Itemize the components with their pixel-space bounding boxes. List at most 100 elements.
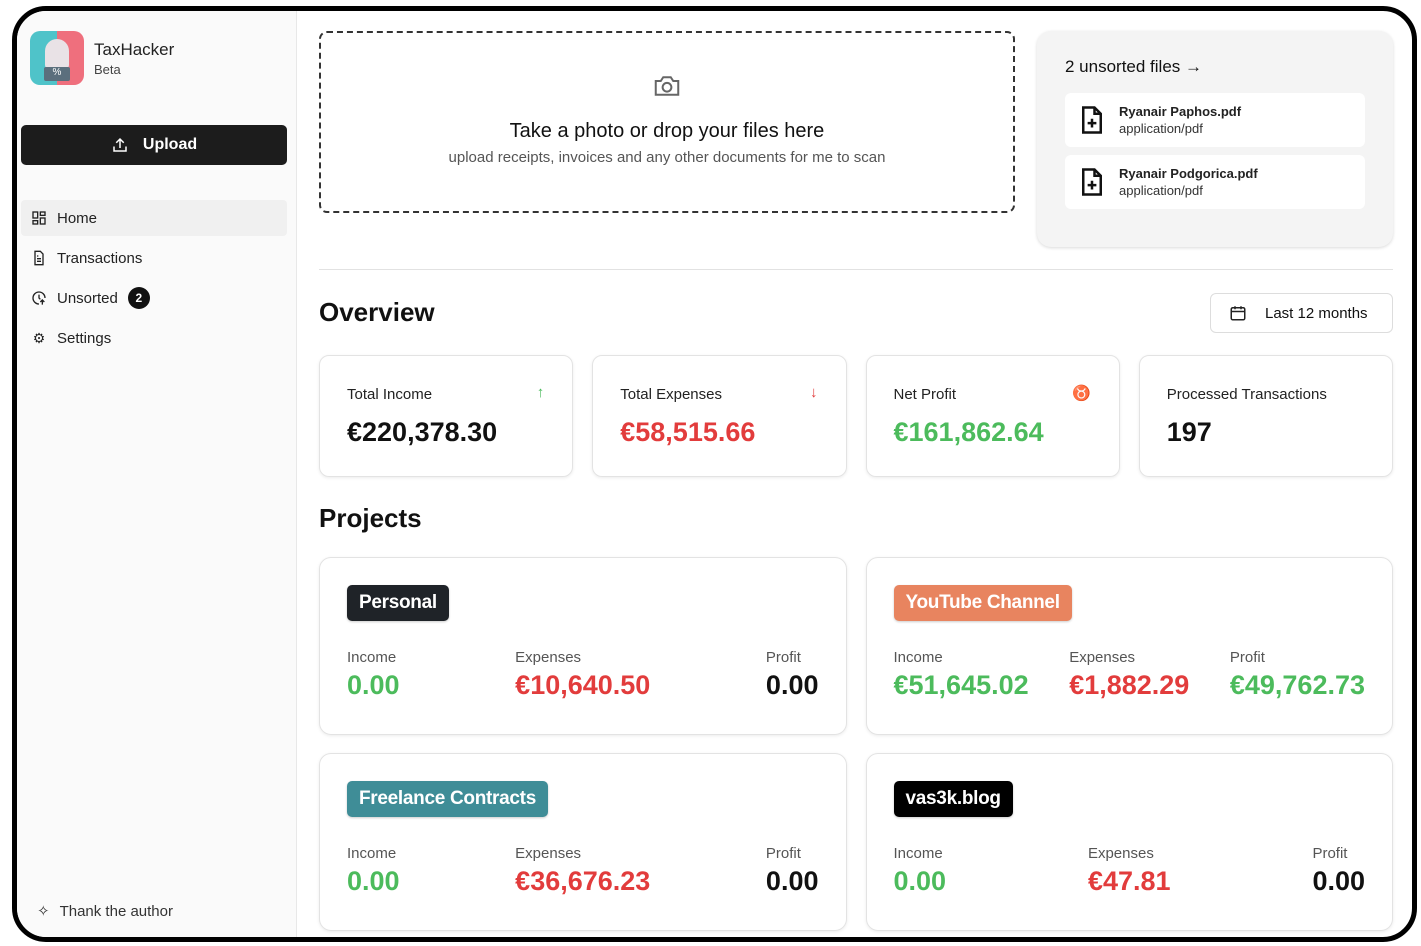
stat-label: Net Profit	[893, 386, 957, 403]
stat-label: Total Expenses	[620, 386, 722, 403]
sidebar-item-label: Home	[57, 209, 98, 227]
expenses-value: €47.81	[1087, 866, 1171, 896]
overview-title: Overview	[319, 297, 435, 327]
stat-label: Total Income	[347, 386, 433, 403]
project-card[interactable]: Freelance Contracts Income 0.00 Expenses €…	[319, 753, 847, 931]
file-name: Ryanair Podgorica.pdf	[1119, 166, 1258, 181]
profit-value: 0.00	[1312, 866, 1365, 896]
project-badge[interactable]: Personal	[347, 585, 449, 621]
project-profit: Profit 0.00	[1312, 845, 1365, 897]
project-profit: Profit 0.00	[766, 845, 819, 897]
project-expenses: Expenses €47.81	[1088, 845, 1171, 897]
stat-value: 197	[1166, 417, 1212, 447]
app-window: TaxHacker Beta Upload Home Transactions …	[12, 6, 1417, 942]
profit-label: Profit	[765, 649, 801, 666]
file-type: application/pdf	[1119, 121, 1203, 136]
piggy-bank-icon: ♉	[1072, 385, 1091, 402]
stat-value: €220,378.30	[347, 417, 498, 447]
project-expenses: Expenses €1,882.29	[1069, 649, 1189, 701]
sparkles-icon: ✧	[37, 903, 50, 920]
divider	[319, 269, 1393, 270]
file-name: Ryanair Paphos.pdf	[1119, 104, 1242, 119]
sidebar-item-settings[interactable]: ⚙ Settings	[21, 320, 287, 356]
expenses-label: Expenses	[1069, 649, 1136, 666]
upload-icon	[113, 137, 127, 152]
main-content: Take a photo or drop your files here upl…	[297, 11, 1412, 937]
unsorted-file[interactable]: Ryanair Paphos.pdf application/pdf	[1065, 93, 1365, 147]
profit-label: Profit	[1229, 649, 1265, 666]
profit-label: Profit	[765, 845, 801, 862]
expenses-value: €10,640.50	[515, 670, 651, 700]
sidebar-nav: Home Transactions Unsorted 2 ⚙ Settings	[21, 200, 287, 360]
project-card[interactable]: YouTube Channel Income €51,645.02 Expense…	[865, 557, 1393, 735]
sidebar-item-unsorted[interactable]: Unsorted 2	[21, 280, 287, 316]
project-expenses: Expenses €36,676.23	[515, 845, 650, 897]
stat-processed-transactions: Processed Transactions 197	[1138, 355, 1393, 477]
logo-image	[30, 31, 84, 85]
income-value: 0.00	[347, 670, 400, 700]
unsorted-file[interactable]: Ryanair Podgorica.pdf application/pdf	[1065, 155, 1365, 209]
arrow-up-icon: ↑	[536, 384, 545, 401]
project-badge[interactable]: YouTube Channel	[893, 585, 1072, 621]
income-value: 0.00	[893, 866, 947, 896]
app-subtitle: Beta	[94, 61, 121, 77]
project-income: Income 0.00	[347, 845, 400, 897]
unsorted-files-link[interactable]: 2 unsorted files →	[1065, 57, 1203, 76]
file-plus-icon	[1082, 106, 1102, 134]
thank-author-label: Thank the author	[59, 902, 173, 920]
file-text-icon	[34, 250, 44, 266]
stat-value: €58,515.66	[620, 417, 756, 447]
thank-author-link[interactable]: ✧ Thank the author	[37, 902, 173, 921]
project-expenses: Expenses €10,640.50	[515, 649, 650, 701]
project-card[interactable]: Personal Income 0.00 Expenses €10,640.50 P…	[319, 557, 847, 735]
income-label: Income	[893, 649, 943, 666]
stat-net-profit: Net Profit ♉ €161,862.64	[865, 355, 1120, 477]
profit-value: 0.00	[765, 866, 819, 896]
dropzone-subtitle: upload receipts, invoices and any other …	[448, 149, 886, 166]
expenses-label: Expenses	[515, 845, 582, 862]
file-dropzone[interactable]: Take a photo or drop your files here upl…	[319, 31, 1015, 213]
sidebar-item-transactions[interactable]: Transactions	[21, 240, 287, 276]
camera-icon	[654, 76, 680, 96]
income-label: Income	[347, 649, 397, 666]
sidebar: TaxHacker Beta Upload Home Transactions …	[17, 11, 297, 937]
sidebar-item-home[interactable]: Home	[21, 200, 287, 236]
clock-upload-icon	[32, 291, 46, 305]
sidebar-item-label: Settings	[57, 329, 112, 347]
project-badge[interactable]: vas3k.blog	[893, 781, 1013, 817]
income-value: 0.00	[347, 866, 400, 896]
project-card[interactable]: vas3k.blog Income 0.00 Expenses €47.81 Pro…	[865, 753, 1393, 931]
project-income: Income €51,645.02	[894, 649, 1029, 701]
gear-icon: ⚙	[32, 329, 46, 346]
date-range-picker[interactable]: Last 12 months	[1210, 293, 1393, 333]
unsorted-count-badge: 2	[127, 287, 150, 309]
sidebar-item-label: Transactions	[57, 249, 143, 267]
file-type: application/pdf	[1119, 183, 1203, 198]
profit-value: 0.00	[765, 670, 819, 700]
upload-button[interactable]: Upload	[21, 125, 287, 165]
expenses-value: €36,676.23	[515, 866, 651, 896]
projects-grid: Personal Income 0.00 Expenses €10,640.50 P…	[319, 557, 1393, 931]
stats-row: Total Income ↑ €220,378.30 Total Expense…	[319, 355, 1393, 477]
project-profit: Profit 0.00	[766, 649, 819, 701]
profit-label: Profit	[1312, 845, 1348, 862]
calendar-icon	[1230, 306, 1246, 321]
project-income: Income 0.00	[894, 845, 947, 897]
project-profit: Profit €49,762.73	[1230, 649, 1365, 701]
income-value: €51,645.02	[893, 670, 1029, 700]
app-name: TaxHacker	[94, 39, 175, 59]
file-plus-icon	[1082, 168, 1102, 196]
profit-value: €49,762.73	[1229, 670, 1365, 700]
grid-icon	[32, 211, 46, 225]
dropzone-title: Take a photo or drop your files here	[509, 120, 825, 142]
project-income: Income 0.00	[347, 649, 400, 701]
stat-total-expenses: Total Expenses ↓ €58,515.66	[592, 355, 847, 477]
project-badge[interactable]: Freelance Contracts	[347, 781, 548, 817]
expenses-label: Expenses	[515, 649, 582, 666]
income-label: Income	[347, 845, 397, 862]
expenses-label: Expenses	[1087, 845, 1154, 862]
sidebar-item-label: Unsorted	[57, 289, 118, 307]
unsorted-files-panel: 2 unsorted files → Ryanair Paphos.pdf app…	[1037, 31, 1393, 247]
income-label: Income	[893, 845, 943, 862]
app-logo[interactable]: TaxHacker Beta	[30, 31, 174, 85]
